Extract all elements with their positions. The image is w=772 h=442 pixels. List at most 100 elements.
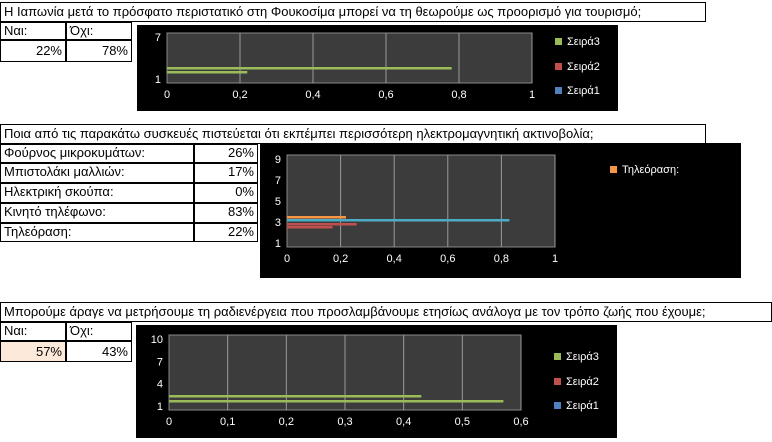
- q1-chart[interactable]: 0 0,2 0,4 0,6 0,8 1 1 7 Σειρά3 Σειρά2 Σειρά1: [137, 25, 618, 111]
- bar: [287, 223, 357, 226]
- q2-row-0-label-cell[interactable]: Φούρνος μικροκυμάτων:: [0, 144, 194, 163]
- x-tick-label: 0,6: [440, 253, 455, 265]
- bar: [287, 216, 346, 219]
- q2-chart[interactable]: 0 0,2 0,4 0,6 0,8 1 1 3 5 7 9 Τηλεόραση:: [260, 143, 741, 278]
- q2-row-value: 17%: [227, 164, 254, 179]
- q3-chart-svg: 0 0,1 0,2 0,3 0,4 0,5 0,6 1 4 7 10 Σειρά3 Σειρά2 Σειρ…: [151, 334, 599, 428]
- q3-no-label: Όχι:: [70, 323, 94, 338]
- x-tick-label: 1: [552, 253, 558, 265]
- q2-row-value: 26%: [227, 145, 254, 160]
- y-tick-label: 3: [275, 217, 281, 229]
- x-tick-label: 0,3: [337, 416, 352, 428]
- x-tick-label: 0,2: [333, 253, 348, 265]
- q3-yes-label: Ναι:: [4, 323, 28, 338]
- x-tick-label: 0: [166, 416, 172, 428]
- legend-entry: Σειρά2: [566, 376, 599, 388]
- q2-row-4-label-cell[interactable]: Τηλεόραση:: [0, 223, 194, 242]
- y-tick-label: 7: [155, 32, 161, 44]
- q2-question-cell[interactable]: Ποια από τις παρακάτω συσκευές πιστεύετα…: [0, 124, 706, 144]
- q1-no-label-cell[interactable]: Όχι:: [66, 22, 132, 40]
- q3-no-value-cell[interactable]: 43%: [66, 341, 132, 362]
- bar: [169, 395, 422, 398]
- q1-yes-value: 22%: [35, 43, 62, 58]
- q2-question-text: Ποια από τις παρακάτω συσκευές πιστεύετα…: [4, 126, 594, 141]
- bar: [167, 67, 452, 70]
- q1-yes-label-cell[interactable]: Ναι:: [0, 22, 66, 40]
- y-tick-label: 1: [155, 74, 161, 86]
- plot-area: [166, 32, 533, 84]
- q1-question-text: Η Ιαπωνία μετά το πρόσφατο περιστατικό σ…: [4, 4, 642, 19]
- q2-row-value: 0%: [235, 184, 254, 199]
- x-tick-label: 0,2: [279, 416, 294, 428]
- y-tick-label: 9: [275, 154, 281, 166]
- legend-swatch: [555, 63, 562, 70]
- x-tick-label: 0,6: [378, 89, 393, 101]
- q1-no-label: Όχι:: [70, 23, 94, 38]
- q3-chart[interactable]: 0 0,1 0,2 0,3 0,4 0,5 0,6 1 4 7 10 Σειρά3 Σειρά2 Σειρ…: [136, 325, 617, 438]
- q2-row-2-label-cell[interactable]: Ηλεκτρική σκούπα:: [0, 183, 194, 203]
- q2-row-label: Φούρνος μικροκυμάτων:: [4, 145, 146, 160]
- q2-row-1-value-cell[interactable]: 17%: [194, 163, 258, 183]
- q2-row-3-value-cell[interactable]: 83%: [194, 203, 258, 223]
- q2-row-3-label-cell[interactable]: Κινητό τηλέφωνο:: [0, 203, 194, 223]
- q1-no-value-cell[interactable]: 78%: [66, 40, 132, 62]
- q3-question-cell[interactable]: Μπορούμε άραγε να μετρήσουμε τη ραδιενέρ…: [0, 302, 772, 322]
- q2-row-0-value-cell[interactable]: 26%: [194, 144, 258, 163]
- legend-entry: Σειρά2: [567, 61, 600, 73]
- x-tick-label: 0,2: [232, 89, 247, 101]
- x-tick-label: 0,4: [396, 416, 411, 428]
- x-tick-label: 0,6: [513, 416, 528, 428]
- q1-no-value: 78%: [101, 43, 128, 58]
- q1-chart-svg: 0 0,2 0,4 0,6 0,8 1 1 7 Σειρά3 Σειρά2 Σειρά1: [155, 32, 600, 101]
- bar: [287, 226, 333, 229]
- q2-row-label: Μπιστολάκι μαλλιών:: [4, 164, 125, 179]
- y-tick-label: 7: [275, 175, 281, 187]
- bar: [167, 71, 248, 74]
- legend-entry: Σειρά3: [567, 36, 600, 48]
- x-tick-label: 0: [164, 89, 170, 101]
- legend-entry: Σειρά1: [566, 400, 599, 412]
- legend-entry: Τηλεόραση:: [622, 164, 679, 176]
- bar: [287, 219, 510, 222]
- x-tick-label: 1: [529, 89, 535, 101]
- x-tick-label: 0,5: [455, 416, 470, 428]
- q1-question-cell[interactable]: Η Ιαπωνία μετά το πρόσφατο περιστατικό σ…: [0, 2, 706, 22]
- x-tick-label: 0,8: [494, 253, 509, 265]
- q3-yes-label-cell[interactable]: Ναι:: [0, 322, 66, 341]
- legend-swatch: [554, 378, 561, 385]
- q3-question-text: Μπορούμε άραγε να μετρήσουμε τη ραδιενέρ…: [4, 304, 706, 319]
- plot-area: [286, 154, 556, 248]
- q2-row-label: Ηλεκτρική σκούπα:: [4, 184, 114, 199]
- q2-row-label: Τηλεόραση:: [4, 224, 72, 239]
- legend-swatch: [555, 87, 562, 94]
- y-tick-label: 4: [157, 379, 163, 391]
- q1-yes-value-cell[interactable]: 22%: [0, 40, 66, 62]
- q2-row-value: 83%: [227, 204, 254, 219]
- x-tick-label: 0: [284, 253, 290, 265]
- q3-yes-value: 57%: [35, 344, 62, 359]
- x-tick-label: 0,4: [387, 253, 402, 265]
- q2-row-1-label-cell[interactable]: Μπιστολάκι μαλλιών:: [0, 163, 194, 183]
- legend-swatch: [610, 166, 617, 173]
- q3-no-value: 43%: [101, 344, 128, 359]
- bar: [169, 400, 504, 403]
- x-tick-label: 0,4: [305, 89, 320, 101]
- q3-yes-value-cell[interactable]: 57%: [0, 341, 66, 362]
- q2-row-4-value-cell[interactable]: 22%: [194, 223, 258, 242]
- y-tick-label: 1: [157, 401, 163, 413]
- q2-chart-svg: 0 0,2 0,4 0,6 0,8 1 1 3 5 7 9 Τηλεόραση:: [275, 154, 679, 265]
- q2-row-2-value-cell[interactable]: 0%: [194, 183, 258, 203]
- x-tick-label: 0,8: [451, 89, 466, 101]
- legend-swatch: [555, 38, 562, 45]
- y-tick-label: 7: [157, 356, 163, 368]
- q1-yes-label: Ναι:: [4, 23, 28, 38]
- legend-entry: Σειρά1: [567, 85, 600, 97]
- q3-no-label-cell[interactable]: Όχι:: [66, 322, 132, 341]
- legend-entry: Σειρά3: [566, 351, 599, 363]
- y-tick-label: 1: [275, 238, 281, 250]
- legend-swatch: [554, 353, 561, 360]
- q2-row-value: 22%: [227, 224, 254, 239]
- y-tick-label: 10: [151, 334, 163, 346]
- x-tick-label: 0,1: [220, 416, 235, 428]
- y-tick-label: 5: [275, 196, 281, 208]
